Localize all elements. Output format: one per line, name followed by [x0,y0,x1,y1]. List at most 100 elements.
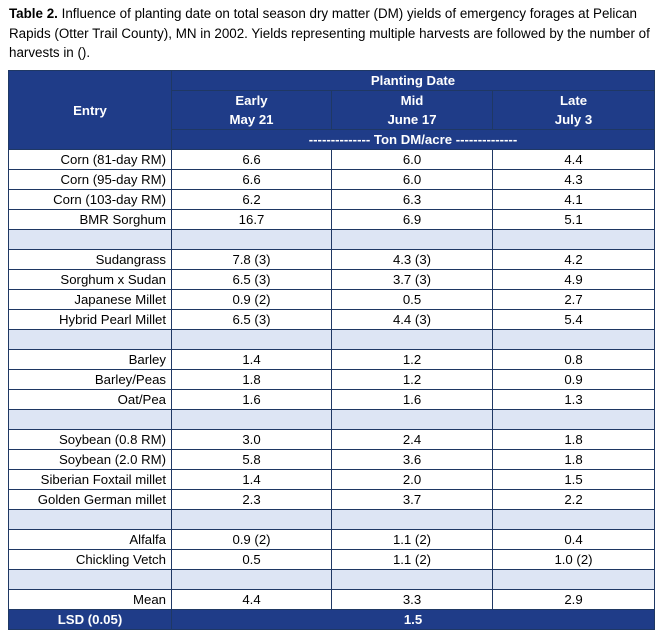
table-row: Hybrid Pearl Millet 6.5 (3) 4.4 (3) 5.4 [8,309,655,330]
table-row: Oat/Pea 1.6 1.6 1.3 [8,389,655,410]
separator-cell [331,409,493,430]
header-early-date: May 21 [229,112,274,127]
separator-cell [171,329,332,350]
table-row: Corn (81-day RM) 6.6 6.0 4.4 [8,149,655,170]
late-value-cell: 2.2 [492,489,655,510]
entry-cell: Barley [8,349,172,370]
header-late: Late July 3 [492,90,655,130]
early-value-cell: 6.6 [171,149,332,170]
mid-value-cell: 3.7 (3) [331,269,493,290]
early-value-cell: 6.5 (3) [171,269,332,290]
group-separator-row [8,409,655,430]
mid-value-cell: 0.5 [331,289,493,310]
table-row: Soybean (0.8 RM) 3.0 2.4 1.8 [8,429,655,450]
late-value-cell: 1.8 [492,429,655,450]
separator-cell [331,329,493,350]
mid-value-cell: 4.4 (3) [331,309,493,330]
table-row: Sudangrass 7.8 (3) 4.3 (3) 4.2 [8,249,655,270]
header-mid-date: June 17 [387,112,437,127]
separator-cell [171,509,332,530]
mid-value-cell: 6.0 [331,149,493,170]
table-row: Golden German millet 2.3 3.7 2.2 [8,489,655,510]
mid-value-cell: 4.3 (3) [331,249,493,270]
late-value-cell: 4.3 [492,169,655,190]
mid-value-cell: 2.4 [331,429,493,450]
entry-cell: Golden German millet [8,489,172,510]
late-value-cell: 2.7 [492,289,655,310]
separator-cell [8,229,172,250]
separator-cell [171,569,332,590]
separator-cell [8,569,172,590]
early-value-cell: 1.6 [171,389,332,410]
early-value-cell: 1.8 [171,369,332,390]
yield-table: Entry Planting Date Early May 21 Mid June … [8,70,655,630]
group-separator-row [8,509,655,530]
early-value-cell: 1.4 [171,469,332,490]
header-late-label: Late [559,93,588,108]
separator-cell [492,569,655,590]
separator-cell [8,409,172,430]
separator-cell [331,569,493,590]
table-row: Barley 1.4 1.2 0.8 [8,349,655,370]
separator-cell [492,229,655,250]
entry-cell: Corn (95-day RM) [8,169,172,190]
table-row: Soybean (2.0 RM) 5.8 3.6 1.8 [8,449,655,470]
separator-cell [492,409,655,430]
mid-value-cell: 3.6 [331,449,493,470]
caption-text: Influence of planting date on total seas… [9,6,650,60]
header-early-label: Early [235,93,268,108]
header-early: Early May 21 [171,90,332,130]
early-value-cell: 0.9 (2) [171,529,332,550]
late-value-cell: 5.4 [492,309,655,330]
separator-cell [8,329,172,350]
late-value-cell: 1.0 (2) [492,549,655,570]
header-late-date: July 3 [554,112,593,127]
caption-label: Table 2. [9,6,58,21]
separator-cell [171,229,332,250]
early-value-cell: 3.0 [171,429,332,450]
table-row: Chickling Vetch 0.5 1.1 (2) 1.0 (2) [8,549,655,570]
group-separator-row [8,329,655,350]
mid-value-cell: 1.2 [331,369,493,390]
entry-cell: Sudangrass [8,249,172,270]
entry-cell: Soybean (2.0 RM) [8,449,172,470]
table-row: Mean 4.4 3.3 2.9 [8,589,655,610]
late-value-cell: 2.9 [492,589,655,610]
late-value-cell: 1.8 [492,449,655,470]
table-row: BMR Sorghum 16.7 6.9 5.1 [8,209,655,230]
entry-cell: Oat/Pea [8,389,172,410]
early-value-cell: 6.5 (3) [171,309,332,330]
early-value-cell: 5.8 [171,449,332,470]
late-value-cell: 1.5 [492,469,655,490]
separator-cell [492,509,655,530]
table-caption: Table 2. Influence of planting date on t… [9,4,657,63]
mid-value-cell: 1.2 [331,349,493,370]
entry-cell: Japanese Millet [8,289,172,310]
separator-cell [331,229,493,250]
table-row: Corn (95-day RM) 6.6 6.0 4.3 [8,169,655,190]
table-row: Japanese Millet 0.9 (2) 0.5 2.7 [8,289,655,310]
table-row: Siberian Foxtail millet 1.4 2.0 1.5 [8,469,655,490]
entry-cell: Corn (103-day RM) [8,189,172,210]
lsd-value: 1.5 [171,609,655,630]
entry-cell: Chickling Vetch [8,549,172,570]
mid-value-cell: 6.0 [331,169,493,190]
group-separator-row [8,569,655,590]
entry-cell: Mean [8,589,172,610]
lsd-row: LSD (0.05) 1.5 [8,609,655,630]
mid-value-cell: 3.7 [331,489,493,510]
mid-value-cell: 1.6 [331,389,493,410]
early-value-cell: 7.8 (3) [171,249,332,270]
mid-value-cell: 1.1 (2) [331,529,493,550]
header-entry: Entry [8,70,172,150]
early-value-cell: 0.9 (2) [171,289,332,310]
mid-value-cell: 1.1 (2) [331,549,493,570]
late-value-cell: 0.8 [492,349,655,370]
early-value-cell: 4.4 [171,589,332,610]
late-value-cell: 0.9 [492,369,655,390]
entry-cell: Soybean (0.8 RM) [8,429,172,450]
entry-cell: Siberian Foxtail millet [8,469,172,490]
table-body: Corn (81-day RM) 6.6 6.0 4.4 Corn (95-day RM… [8,149,655,630]
table-row: Corn (103-day RM) 6.2 6.3 4.1 [8,189,655,210]
entry-cell: BMR Sorghum [8,209,172,230]
